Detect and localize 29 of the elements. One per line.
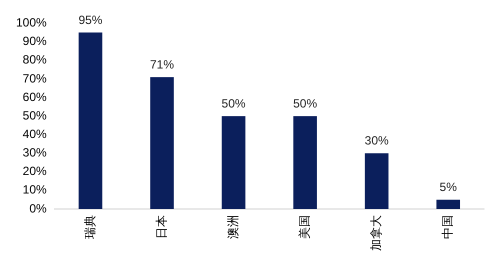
data-label: 50% <box>293 96 318 110</box>
y-tick-label: 70% <box>22 71 48 86</box>
bar <box>78 32 102 209</box>
x-tick-label: 加拿大 <box>368 215 383 251</box>
y-tick-label: 20% <box>22 164 48 178</box>
x-tick-label: 日本 <box>154 215 168 239</box>
x-tick-label: 澳洲 <box>226 215 240 239</box>
bar <box>293 116 317 209</box>
bar <box>436 200 460 209</box>
data-label: 5% <box>440 180 458 194</box>
y-tick-label: 40% <box>22 126 48 141</box>
y-tick-label: 60% <box>22 90 48 104</box>
x-tick-label: 瑞典 <box>82 215 97 239</box>
y-tick-label: 30% <box>22 146 48 160</box>
y-tick-label: 90% <box>22 34 48 48</box>
y-tick-label: 0% <box>29 201 48 216</box>
data-label: 50% <box>222 96 246 110</box>
x-tick-label: 中国 <box>440 215 455 239</box>
data-label: 95% <box>78 12 103 27</box>
bar <box>364 153 388 209</box>
bar <box>222 116 246 209</box>
data-label: 71% <box>150 57 174 72</box>
y-tick-label: 10% <box>22 182 48 197</box>
y-tick-label: 80% <box>22 52 48 67</box>
y-tick-label: 100% <box>16 16 48 30</box>
bar <box>150 77 174 209</box>
x-tick-label: 美国 <box>297 215 312 239</box>
y-tick-label: 50% <box>22 108 48 122</box>
data-label: 30% <box>364 134 390 148</box>
